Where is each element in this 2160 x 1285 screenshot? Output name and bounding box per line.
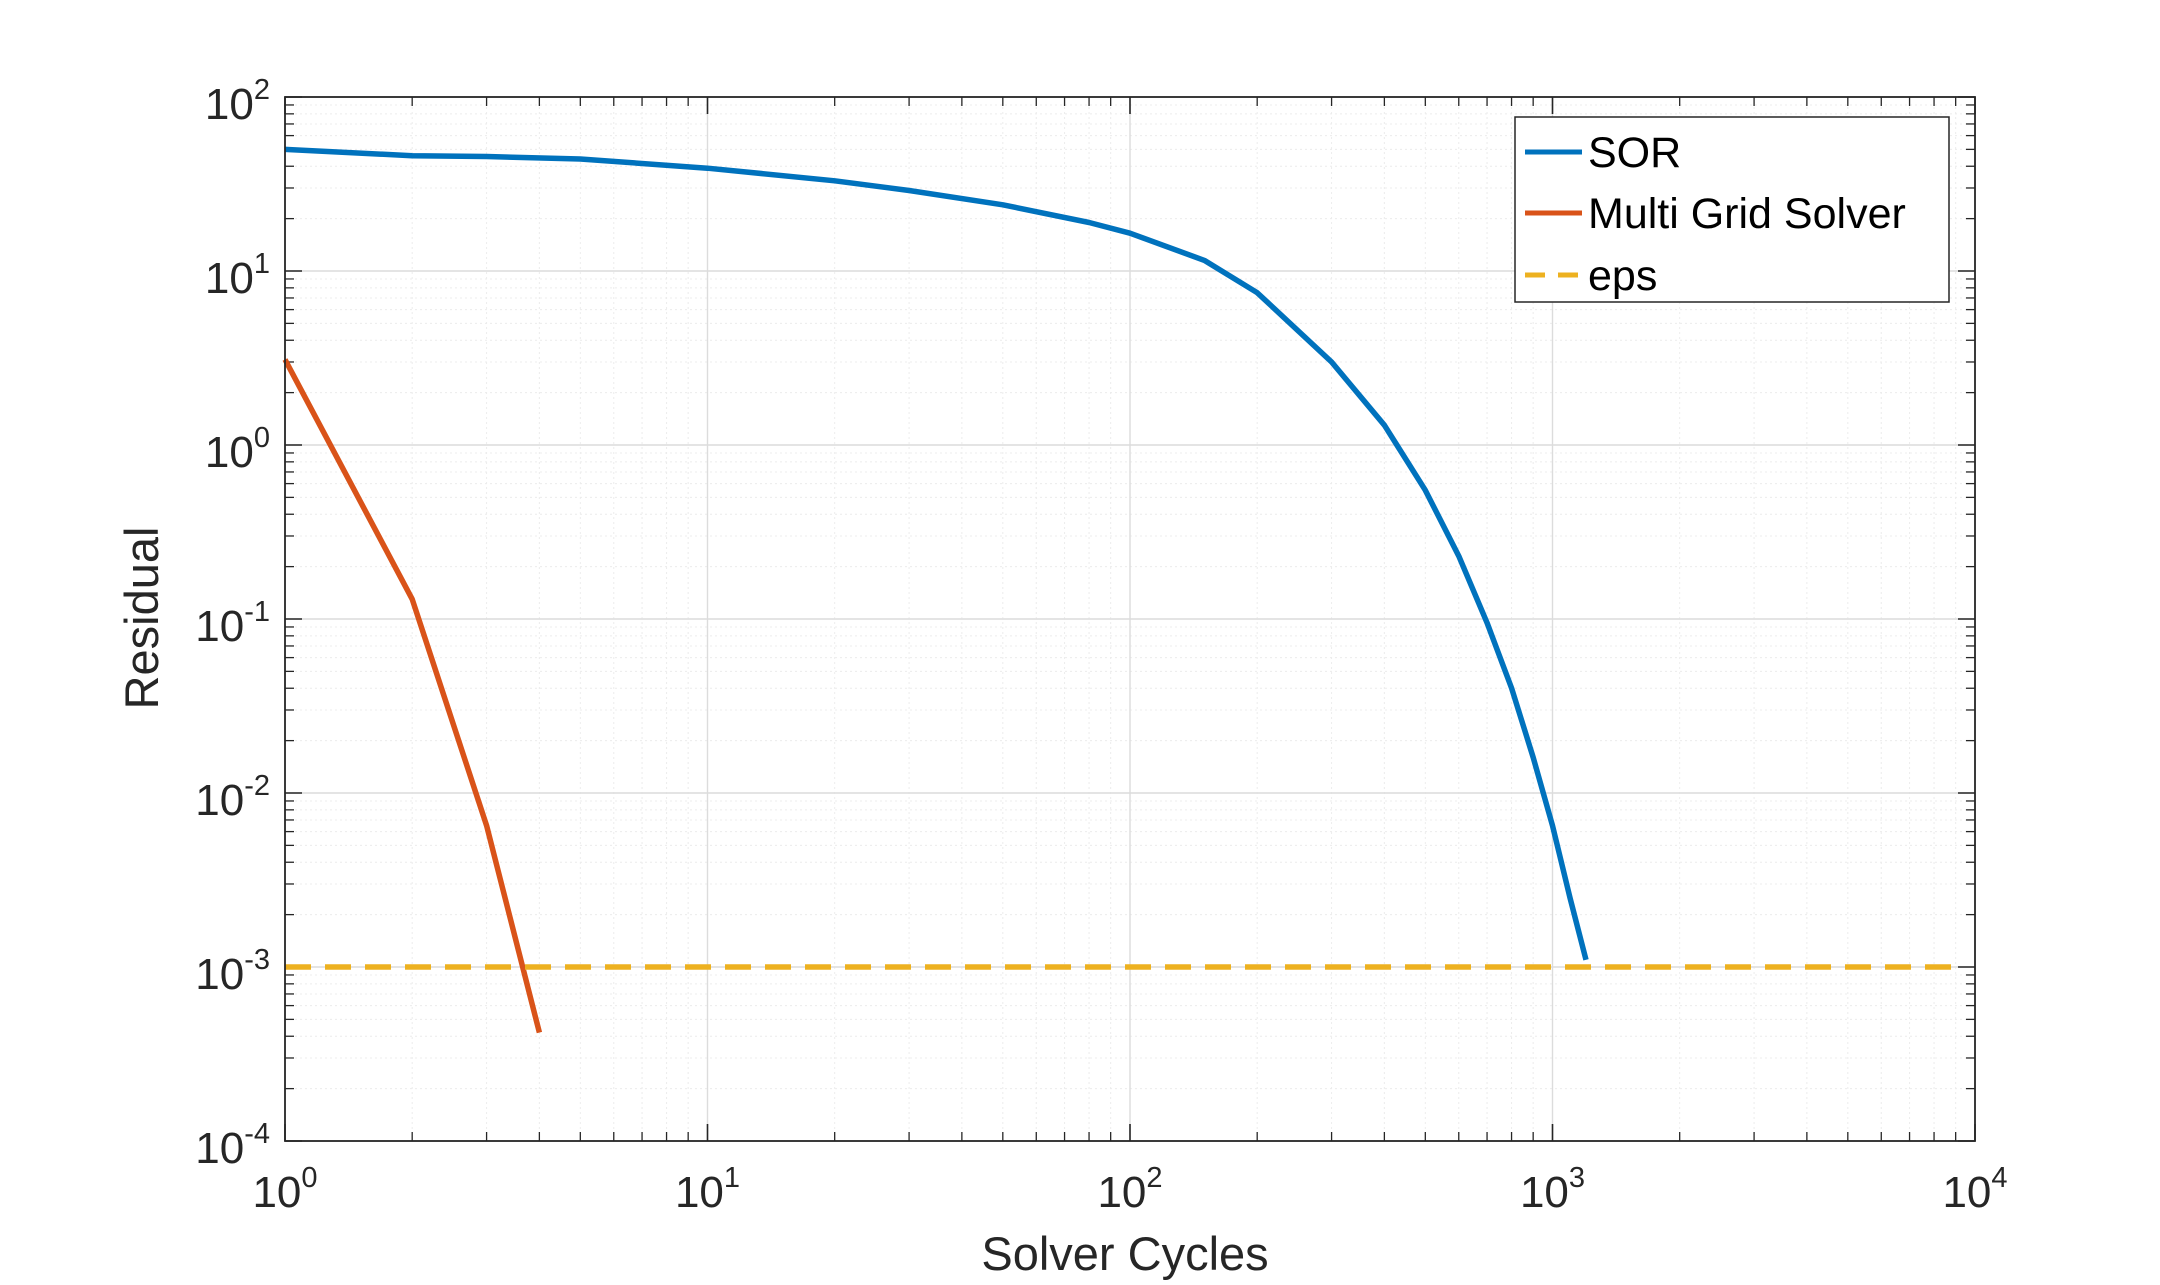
axes-box xyxy=(284,96,1976,1142)
y-axis-title: Residual xyxy=(115,527,168,710)
y-tick-label: 10-1 xyxy=(195,596,270,651)
x-tick-label: 103 xyxy=(1520,1162,1585,1217)
y-tick-label: 10-3 xyxy=(195,944,270,999)
legend-label-sor: SOR xyxy=(1588,129,1681,177)
x-tick-label: 100 xyxy=(252,1162,317,1217)
y-tick-label: 102 xyxy=(205,74,270,129)
legend: SOR Multi Grid Solver eps xyxy=(1514,116,1950,303)
tick-labels: 100 101 102 103 104 10-4 10-3 10-2 10-1 100 101 102 xyxy=(195,74,2007,1217)
y-tick-label: 10-4 xyxy=(195,1118,270,1173)
x-tick-label: 101 xyxy=(675,1162,740,1217)
legend-box xyxy=(1514,116,1950,303)
legend-label-eps: eps xyxy=(1588,252,1657,300)
x-axis-title: Solver Cycles xyxy=(981,1227,1268,1280)
legend-label-multi-grid: Multi Grid Solver xyxy=(1588,190,1906,238)
series-line-sor xyxy=(284,146,1589,961)
y-tick-label: 101 xyxy=(205,248,270,303)
series-line-multi-grid-solver xyxy=(282,358,543,1034)
x-tick-label: 102 xyxy=(1097,1162,1162,1217)
y-tick-label: 10-2 xyxy=(195,770,270,825)
x-tick-label: 104 xyxy=(1942,1162,2007,1217)
y-tick-label: 100 xyxy=(205,422,270,477)
